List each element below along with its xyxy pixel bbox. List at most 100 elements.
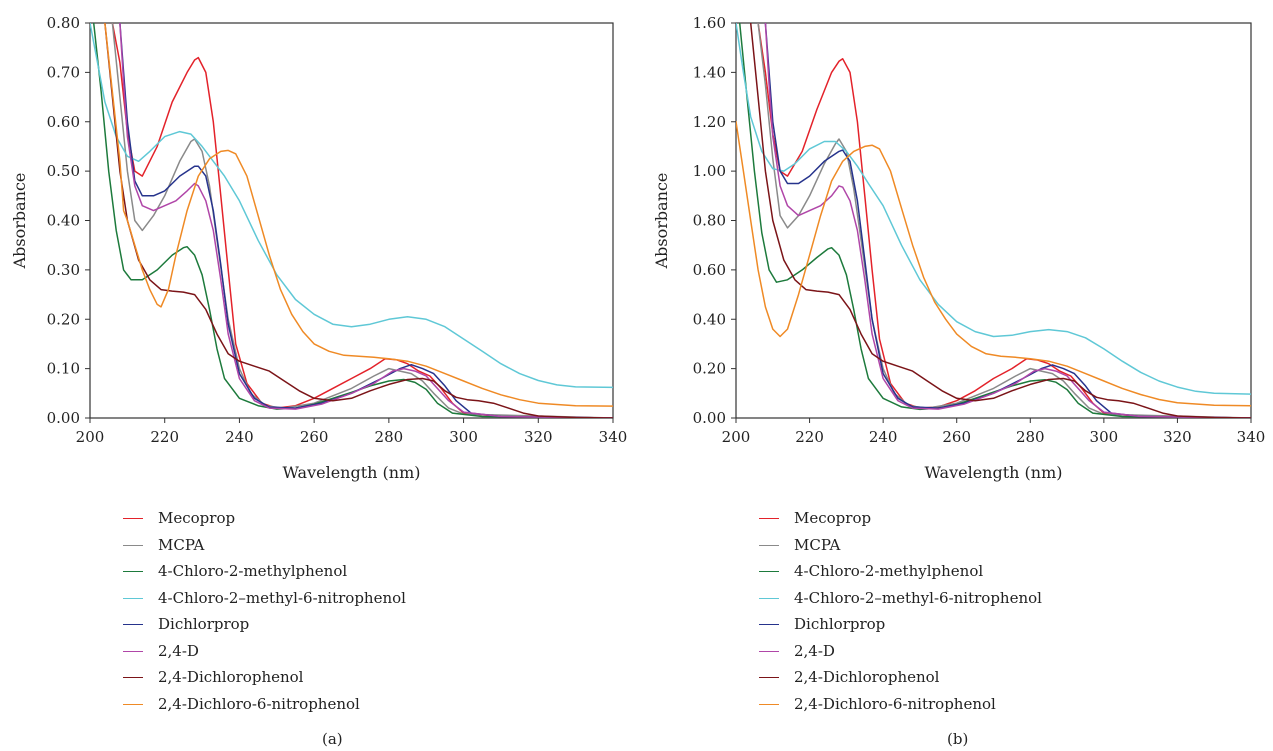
legend-item: Mecoprop	[123, 505, 406, 532]
y-axis-label: Absorbance	[10, 173, 29, 270]
x-tick-label: 240	[225, 428, 254, 446]
legend-item: 2,4-D	[759, 638, 1042, 665]
series-line	[92, 23, 613, 418]
x-tick-label: 300	[449, 428, 478, 446]
y-tick-label: 0.40	[693, 310, 726, 328]
x-tick-label: 300	[1090, 428, 1119, 446]
x-tick-label: 260	[942, 428, 971, 446]
legend-a: Mecoprop MCPA 4-Chloro-2-methylphenol 4-Chl…	[123, 505, 406, 718]
x-tick-label: 240	[869, 428, 898, 446]
legend-item: Dichlorprop	[759, 611, 1042, 638]
series-line	[111, 23, 613, 418]
x-tick-label: 280	[375, 428, 404, 446]
y-tick-label: 0.80	[693, 212, 726, 230]
series-line	[757, 23, 1251, 418]
y-tick-label: 0.20	[47, 310, 80, 328]
legend-swatch	[123, 677, 143, 678]
legend-swatch	[759, 703, 779, 705]
y-tick-label: 0.30	[47, 261, 80, 279]
legend-swatch	[759, 571, 779, 572]
x-tick-label: 340	[599, 428, 628, 446]
legend-swatch	[759, 544, 779, 546]
series-line	[749, 23, 1251, 418]
legend-swatch	[123, 703, 143, 705]
y-tick-label: 0.80	[47, 14, 80, 32]
legend-item: 2,4-Dichlorophenol	[759, 664, 1042, 691]
y-tick-label: 0.70	[47, 63, 80, 81]
y-tick-label: 0.40	[47, 212, 80, 230]
legend-label: 2,4-Dichlorophenol	[158, 668, 304, 686]
chart-plot-b: 200 220 240 260 280 300 320 340 0.00 0.20 0.40 0.60…	[652, 14, 1266, 482]
legend-swatch	[759, 650, 779, 652]
chart-panel-b: 200 220 240 260 280 300 320 340 0.00 0.20 0.40 0.60…	[636, 0, 1272, 751]
legend-swatch	[759, 518, 779, 519]
legend-item: Dichlorprop	[123, 611, 406, 638]
y-tick-label: 0.60	[693, 261, 726, 279]
legend-label: 4-Chloro-2–methyl-6-nitrophenol	[794, 588, 1042, 607]
legend-label: 2,4-D	[158, 641, 199, 660]
legend-item: 2,4-Dichloro-6-nitrophenol	[123, 691, 406, 718]
legend-item: Mecoprop	[759, 505, 1042, 532]
legend-label: Mecoprop	[794, 509, 872, 527]
y-tick-label: 0.20	[693, 360, 726, 378]
y-tick-label: 1.00	[693, 162, 726, 180]
series-line	[104, 23, 613, 418]
series-line	[738, 23, 1251, 418]
x-axis-label: Wavelength (nm)	[282, 463, 420, 482]
chart-panel-a: 200 220 240 260 280 300 320 340 0.00 0.10 0.20 0.30…	[0, 0, 636, 751]
series-line	[104, 23, 613, 407]
y-tick-label: 0.10	[47, 360, 80, 378]
y-tick-label: 1.40	[693, 63, 726, 81]
plot-frame	[89, 22, 614, 419]
legend-label: 4-Chloro-2–methyl-6-nitrophenol	[158, 588, 406, 607]
series-line	[764, 23, 1251, 418]
legend-label: MCPA	[158, 535, 205, 554]
panel-caption-b: (b)	[947, 730, 969, 748]
legend-swatch	[759, 624, 779, 625]
legend-item: MCPA	[123, 532, 406, 559]
y-tick-label: 1.60	[693, 14, 726, 32]
legend-label: 4-Chloro-2-methylphenol	[158, 562, 348, 580]
legend-label: 2,4-D	[794, 641, 835, 660]
y-tick-label: 1.20	[693, 113, 726, 131]
legend-swatch	[123, 650, 143, 652]
y-tick-label: 0.00	[693, 409, 726, 427]
panel-caption-a: (a)	[322, 730, 343, 748]
y-axis-label: Absorbance	[652, 173, 671, 270]
legend-item: 4-Chloro-2-methylphenol	[759, 558, 1042, 585]
legend-label: 2,4-Dichloro-6-nitrophenol	[158, 694, 360, 713]
legend-item: 2,4-D	[123, 638, 406, 665]
x-tick-label: 200	[722, 428, 751, 446]
x-tick-label: 200	[76, 428, 105, 446]
legend-swatch	[123, 518, 143, 519]
legend-swatch	[123, 571, 143, 572]
x-tick-label: 340	[1237, 428, 1266, 446]
series-line	[90, 23, 613, 389]
legend-item: 2,4-Dichlorophenol	[123, 664, 406, 691]
x-tick-label: 220	[150, 428, 179, 446]
x-tick-label: 280	[1016, 428, 1045, 446]
series-line	[111, 23, 613, 418]
legend-label: 2,4-Dichlorophenol	[794, 668, 940, 686]
legend-label: 2,4-Dichloro-6-nitrophenol	[794, 694, 996, 713]
legend-item: 4-Chloro-2–methyl-6-nitrophenol	[759, 585, 1042, 612]
legend-item: MCPA	[759, 532, 1042, 559]
x-tick-label: 320	[1163, 428, 1192, 446]
series-line	[757, 23, 1251, 418]
legend-item: 2,4-Dichloro-6-nitrophenol	[759, 691, 1042, 718]
legend-label: Dichlorprop	[794, 615, 886, 633]
legend-swatch	[123, 624, 143, 625]
series-line	[736, 121, 1251, 407]
series-line	[119, 23, 613, 418]
legend-label: MCPA	[794, 535, 841, 554]
legend-label: Dichlorprop	[158, 615, 250, 633]
legend-label: 4-Chloro-2-methylphenol	[794, 562, 984, 580]
series-line	[119, 23, 613, 418]
legend-item: 4-Chloro-2-methylphenol	[123, 558, 406, 585]
y-tick-label: 0.00	[47, 409, 80, 427]
legend-swatch	[123, 544, 143, 546]
x-tick-label: 220	[795, 428, 824, 446]
legend-b: Mecoprop MCPA 4-Chloro-2-methylphenol 4-Chl…	[759, 505, 1042, 718]
series-line	[764, 23, 1251, 418]
legend-swatch	[759, 597, 779, 599]
